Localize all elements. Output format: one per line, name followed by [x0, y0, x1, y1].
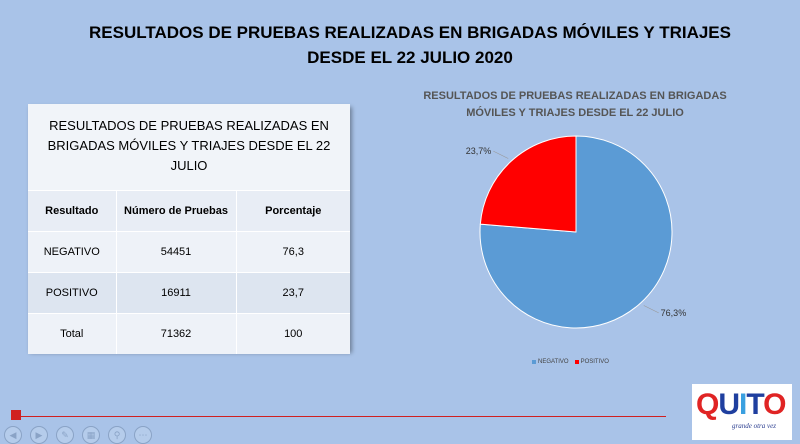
legend-label: POSITIVO — [580, 359, 609, 365]
slide-title-line1: RESULTADOS DE PRUEBAS REALIZADAS EN BRIG… — [89, 23, 731, 42]
cell-resultado: Total — [28, 313, 116, 354]
progress-marker — [11, 410, 21, 420]
pie-slices — [479, 135, 673, 329]
pie-slice-negativo — [479, 135, 673, 329]
table-header-row: Resultado Número de Pruebas Porcentaje — [28, 190, 350, 232]
pie-slice-positivo — [479, 135, 577, 233]
results-table: Resultado Número de Pruebas Porcentaje N… — [28, 190, 350, 354]
legend-item: POSITIVO — [574, 359, 609, 365]
quito-logo: QUITO grande otra vez — [692, 384, 792, 440]
cell-resultado: NEGATIVO — [28, 231, 116, 273]
presentation-controls: ◀ ▶ ✎ ▦ ⚲ ⋯ — [0, 426, 152, 444]
logo-letter: O — [763, 388, 786, 421]
table-title: RESULTADOS DE PRUEBAS REALIZADAS EN BRIG… — [28, 104, 350, 190]
results-table-card: RESULTADOS DE PRUEBAS REALIZADAS EN BRIG… — [28, 104, 350, 354]
pen-icon[interactable]: ✎ — [56, 426, 74, 444]
cell-porcentaje: 23,7 — [235, 272, 350, 314]
more-icon[interactable]: ⋯ — [134, 426, 152, 444]
header-porcentaje: Porcentaje — [235, 190, 350, 232]
cell-resultado: POSITIVO — [28, 272, 116, 314]
legend-swatch — [574, 360, 579, 364]
pie-labels: 76,3% 23,7% — [466, 146, 686, 318]
logo-wordmark: QUITO — [696, 388, 787, 422]
logo-letter: U — [718, 388, 740, 421]
logo-letter: Q — [696, 388, 719, 421]
slide-title: RESULTADOS DE PRUEBAS REALIZADAS EN BRIG… — [60, 20, 760, 70]
cell-numero: 71362 — [115, 313, 236, 354]
logo-letter: T — [746, 388, 764, 421]
pie-leader-line — [643, 305, 659, 314]
zoom-icon[interactable]: ⚲ — [108, 426, 126, 444]
pie-data-label: 76,3% — [661, 308, 687, 318]
cell-porcentaje: 76,3 — [235, 231, 350, 273]
logo-letter: I — [739, 388, 747, 421]
prev-icon[interactable]: ◀ — [4, 426, 22, 444]
header-numero: Número de Pruebas — [115, 190, 236, 232]
cell-numero: 16911 — [115, 272, 236, 314]
table-row: NEGATIVO 54451 76,3 — [28, 231, 350, 273]
legend-label: NEGATIVO — [538, 359, 569, 365]
legend-swatch — [532, 360, 536, 364]
table-row: Total 71362 100 — [28, 313, 350, 354]
table-row: POSITIVO 16911 23,7 — [28, 272, 350, 314]
slides-icon[interactable]: ▦ — [82, 426, 100, 444]
legend-item: NEGATIVO — [532, 359, 569, 365]
pie-leader-line — [493, 150, 509, 159]
chart-legend: NEGATIVO POSITIVO — [532, 359, 609, 365]
cell-porcentaje: 100 — [235, 313, 350, 354]
logo-tagline: grande otra vez — [732, 422, 776, 430]
progress-line — [12, 416, 666, 417]
pie-chart: 76,3% 23,7% — [466, 135, 686, 329]
slide-title-line2: DESDE EL 22 JULIO 2020 — [307, 48, 513, 67]
chart-title: RESULTADOS DE PRUEBAS REALIZADAS EN BRIG… — [423, 90, 727, 119]
header-resultado: Resultado — [28, 190, 116, 232]
next-icon[interactable]: ▶ — [30, 426, 48, 444]
pie-data-label: 23,7% — [466, 146, 492, 156]
cell-numero: 54451 — [115, 231, 236, 273]
